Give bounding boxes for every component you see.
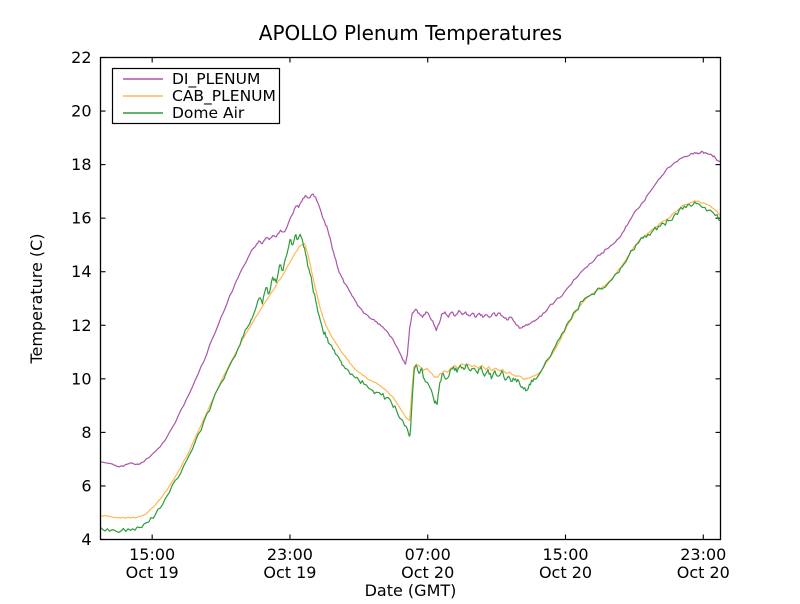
x-tick-time-label: 07:00 <box>405 545 451 564</box>
y-tick-label: 20 <box>71 102 91 121</box>
series-line-di-plenum <box>100 150 721 468</box>
plot-frame <box>99 56 722 541</box>
legend-label-di-plenum: DI_PLENUM <box>172 70 260 89</box>
y-axis-label: Temperature (C) <box>27 233 46 364</box>
legend: DI_PLENUM CAB_PLENUM Dome Air <box>111 67 281 125</box>
x-tick-time-label: 23:00 <box>680 545 726 564</box>
x-tick-date-label: Oct 20 <box>677 563 730 582</box>
series-line-cab-plenum <box>100 200 721 519</box>
legend-label-cab-plenum: CAB_PLENUM <box>172 87 276 106</box>
x-tick-time-label: 15:00 <box>129 545 175 564</box>
y-tick-label: 22 <box>71 48 91 67</box>
y-tick-label: 10 <box>71 369 91 388</box>
y-tick-label: 16 <box>71 209 91 228</box>
x-tick-date-label: Oct 20 <box>401 563 454 582</box>
legend-label-dome-air: Dome Air <box>172 104 245 122</box>
series-group <box>100 150 721 534</box>
y-tick-label: 4 <box>81 530 91 549</box>
x-tick-date-label: Oct 19 <box>263 563 316 582</box>
y-tick-label: 6 <box>81 476 91 495</box>
x-tick-time-label: 23:00 <box>267 545 313 564</box>
y-tick-label: 14 <box>71 262 91 281</box>
x-tick-date-label: Oct 20 <box>539 563 592 582</box>
y-tick-label: 8 <box>81 423 91 442</box>
y-tick-label: 18 <box>71 155 91 174</box>
x-tick-time-label: 15:00 <box>542 545 588 564</box>
x-axis-label: Date (GMT) <box>365 581 457 600</box>
chart-title: APOLLO Plenum Temperatures <box>259 21 562 45</box>
series-line-dome-air <box>100 201 721 534</box>
x-tick-date-label: Oct 19 <box>126 563 179 582</box>
y-tick-label: 12 <box>71 316 91 335</box>
